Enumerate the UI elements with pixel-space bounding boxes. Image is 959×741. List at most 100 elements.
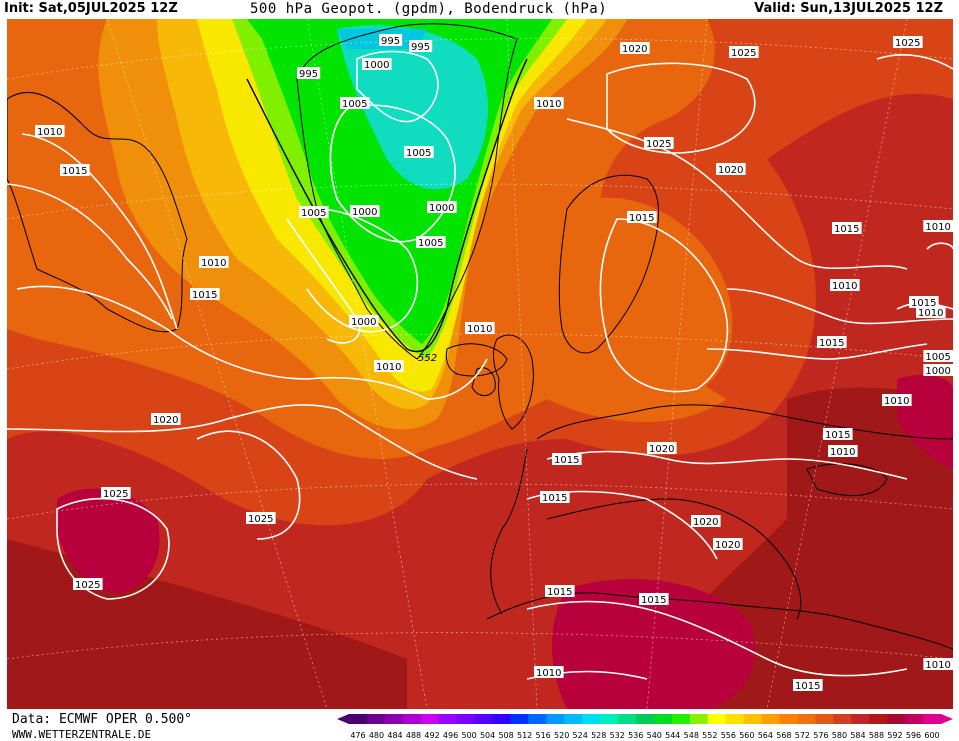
isobar-label-text: 1010 [830,447,855,458]
isobar-label-text: 1010 [201,258,226,269]
isobar-label: 1015 [60,164,90,177]
isobar-label: 1025 [101,487,131,500]
isobar-label-text: 1015 [641,595,666,606]
map-title: 500 hPa Geopot. (gpdm), Bodendruck (hPa) [250,1,608,17]
isobar-label-text: 1025 [731,48,756,59]
isobar-label: 995 [409,40,433,53]
isobar-label: 552 [418,353,437,364]
isobar-label: 1015 [909,296,939,309]
legend-arrow-left [337,714,349,724]
coastline-ireland [471,367,496,396]
isobar-label-text: 1015 [554,455,579,466]
graticule [7,19,953,709]
isobar-label-text: 1015 [542,493,567,504]
isobar-label-bg [427,201,457,213]
isobar-label: 1020 [716,163,746,176]
isobar-label-bg [923,220,953,232]
legend-ticks: 476 480 484 488 492 496 500 504 508 512 516 520 524 5… [350,731,939,740]
isobar-label: 1010 [534,666,564,679]
isobar-label: 1000 [349,315,379,328]
legend-tick-label: 492 [424,731,439,740]
isobar-label-bg [409,40,433,52]
isobar-label-bg [828,445,858,457]
isobar-label: 1005 [923,350,953,363]
isobar-label: 1000 [923,364,953,377]
legend-swatch [528,714,547,724]
legend-tick-label: 504 [480,731,495,740]
isobar-label: 1020 [691,515,721,528]
legend-tick-label: 556 [721,731,736,740]
legend-swatch [636,714,655,724]
legend-tick-label: 536 [628,731,643,740]
isobar-label: 1000 [350,205,380,218]
legend-swatch [905,714,924,724]
isobar-label-text: 1015 [629,213,654,224]
legend-swatch [923,714,942,724]
data-source: Data: ECMWF OPER 0.500° [12,712,193,727]
isobar-label-bg [379,34,403,46]
isobar-label-text: 1015 [192,290,217,301]
map-header: Init: Sat,05JUL2025 12Z 500 hPa Geopot. … [0,0,959,19]
isobar-label-bg [691,515,721,527]
isobar-label-text: 1010 [925,660,950,671]
isobar-label-bg [73,578,103,590]
isobar-label-text: 1025 [103,489,128,500]
isobar-label-text: 1005 [301,208,326,219]
legend-swatch [707,714,727,724]
field-orange-scand [587,197,733,401]
isobar-label-bg [639,593,669,605]
isobar-label: 1015 [540,491,570,504]
isobar-label: 1010 [923,658,953,671]
legend-swatch [869,714,888,724]
field-magenta-azores [57,488,160,594]
isobar-label-bg [540,491,570,503]
isobar-label-text: 995 [411,42,430,53]
isobar-label: 1025 [644,137,674,150]
isobar-label-bg [909,296,939,308]
legend-tick-label: 488 [406,731,421,740]
isobar-label-text: 1000 [429,203,454,214]
field-magenta-africa [552,579,755,709]
legend-swatch [743,714,763,724]
legend-swatch [438,714,458,724]
isobar-label-text: 1020 [649,444,674,455]
legend-swatch [474,714,493,724]
legend-tick-label: 540 [647,731,662,740]
isobar-label: 1020 [647,442,677,455]
legend-tick-label: 520 [554,731,569,740]
isobar-label-bg [893,36,923,48]
legend-swatch [887,714,906,724]
isobar-label-text: 1010 [832,281,857,292]
legend-tick-label: 548 [684,731,699,740]
isobar-label-text: 1015 [825,430,850,441]
isobar-label-text: 1000 [925,366,950,377]
isobar-label-text: 1000 [352,207,377,218]
isobar-label-text: 1010 [376,362,401,373]
legend-bar [337,714,953,724]
isobar-label-text: 1005 [418,238,443,249]
legend-swatch [456,714,475,724]
isobar-label-text: 1000 [351,317,376,328]
isobar-label-text: 1020 [715,540,740,551]
legend-tick-label: 524 [573,731,588,740]
isobar-label-bg [349,315,379,327]
legend-swatch [420,714,440,724]
isobar-label-text: 1025 [646,139,671,150]
legend-tick-label: 568 [776,731,791,740]
legend-tick-label: 576 [813,731,828,740]
legend-tick-label: 516 [536,731,551,740]
isobar-label-bg [830,279,860,291]
legend-swatch [366,714,386,724]
isobar-label-bg [362,58,392,70]
isobar-label: 1025 [73,578,103,591]
legend-tick-label: 480 [369,731,384,740]
legend-tick-label: 532 [610,731,625,740]
isobar-label-text: 1015 [819,338,844,349]
isobar-label-text: 1010 [536,99,561,110]
isobar-label: 1010 [534,97,564,110]
isobar-label-bg [35,125,65,137]
isobar-label-bg [552,453,582,465]
legend-swatch [797,714,816,724]
legend-swatch [671,714,691,724]
coastline-europe [490,404,953,620]
